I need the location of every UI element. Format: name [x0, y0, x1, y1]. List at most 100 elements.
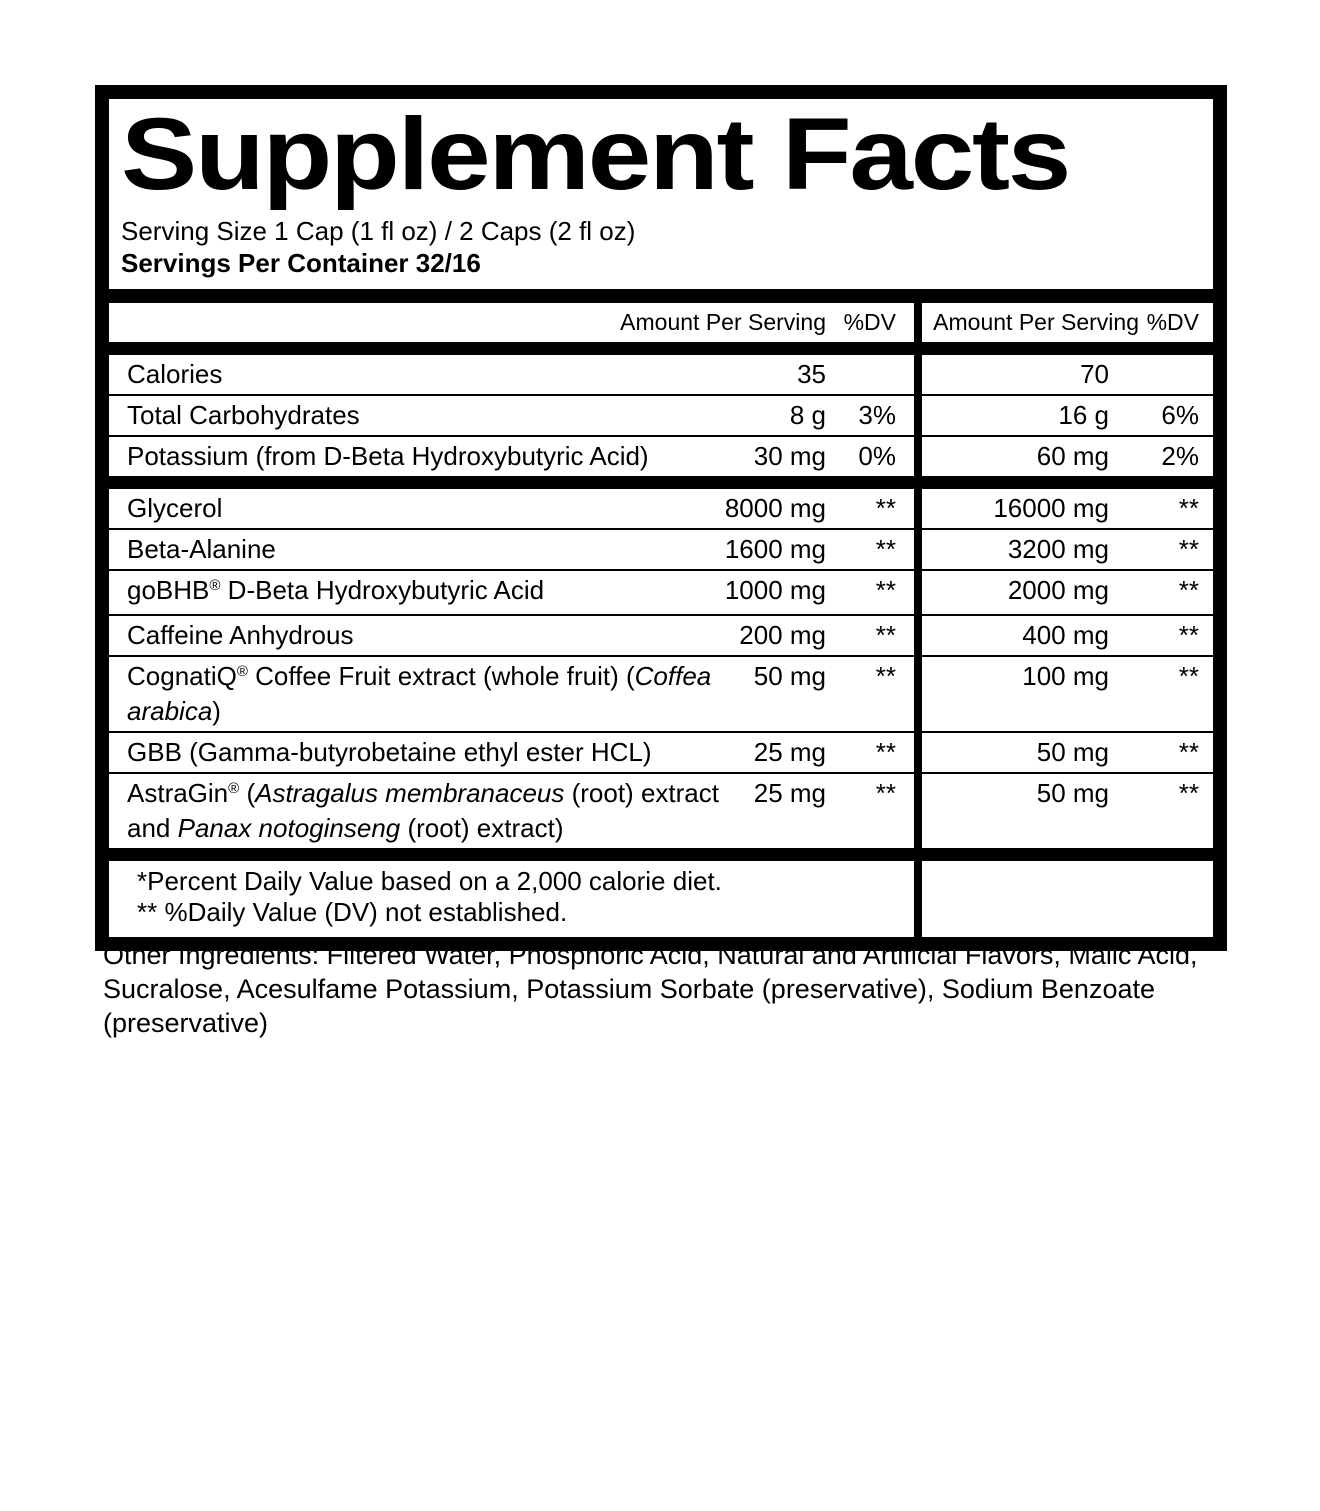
- footnote-empty-cell: [922, 860, 1213, 937]
- table-row: CognatiQ® Coffee Fruit extract (whole fr…: [109, 656, 1213, 731]
- ingredient-name-part: Total Carbohydrates: [127, 399, 360, 430]
- ingredient-name-part: ®: [209, 576, 221, 594]
- ingredient-name: goBHB® D-Beta Hydroxybutyric Acid: [127, 575, 725, 610]
- ingredient-name: Caffeine Anhydrous: [127, 620, 736, 651]
- ingredient-name-part: D-Beta Hydroxybutyric Acid: [220, 574, 545, 605]
- dv-value-serving1: **: [875, 492, 896, 523]
- ingredient-name-part: ®: [228, 779, 240, 797]
- row-cell-serving2: 400 mg **: [922, 615, 1213, 655]
- ingredient-name-part: ®: [236, 662, 248, 680]
- footnote-line-2: ** %Daily Value (DV) not established.: [137, 896, 568, 927]
- table-row: Potassium (from D-Beta Hydroxybutyric Ac…: [109, 436, 1213, 476]
- row-cell-serving1: AstraGin® (Astragalus membranaceus (root…: [109, 773, 914, 848]
- dv-value-serving1: **: [875, 736, 896, 767]
- column-header-amount-1: Amount Per Serving: [620, 308, 826, 335]
- dv-value-serving1: 0%: [858, 440, 896, 471]
- ingredient-name-part: (root): [564, 777, 634, 808]
- supplement-facts-label: Supplement Facts Serving Size 1 Cap (1 f…: [95, 85, 1227, 951]
- row-cell-serving1: Potassium (from D-Beta Hydroxybutyric Ac…: [109, 436, 914, 476]
- row-cell-serving2: 3200 mg **: [922, 529, 1213, 569]
- amount-value-serving1: 1000 mg: [724, 574, 826, 605]
- ingredient-name-part: goBHB: [127, 574, 210, 605]
- dv-value-serving1: **: [875, 660, 896, 691]
- amount-value-serving1: 35: [797, 358, 826, 389]
- dv-value-serving2: **: [1178, 736, 1199, 767]
- amount-value-serving1: 8000 mg: [724, 492, 826, 523]
- amount-value-serving1: 200 mg: [739, 619, 826, 650]
- ingredient-name: Beta-Alanine: [127, 534, 725, 565]
- dv-value-serving1: 3%: [858, 399, 896, 430]
- footnote: *Percent Daily Value based on a 2,000 ca…: [109, 860, 914, 937]
- table-row: GBB (Gamma-butyrobetaine ethyl ester HCL…: [109, 732, 1213, 772]
- ingredient-name-part: Calories: [127, 358, 223, 389]
- column-header-dv-2: %DV: [1146, 308, 1199, 335]
- amount-value-serving2: 100 mg: [1022, 660, 1109, 691]
- amount-value-serving1: 25 mg: [753, 777, 826, 808]
- row-cell-serving1: goBHB® D-Beta Hydroxybutyric Acid 1000 mg…: [109, 570, 914, 614]
- row-cell-serving1: Total Carbohydrates 8 g 3%: [109, 395, 914, 435]
- amount-value-serving2: 16000 mg: [993, 492, 1109, 523]
- facts-title: Supplement Facts: [121, 99, 1071, 211]
- row-cell-serving1: CognatiQ® Coffee Fruit extract (whole fr…: [109, 656, 914, 731]
- ingredient-name-part: (root) extract): [400, 812, 564, 843]
- dv-value-serving2: **: [1178, 777, 1199, 808]
- ingredient-name: AstraGin® (Astragalus membranaceus (root…: [127, 778, 736, 844]
- row-cell-serving2: 2000 mg **: [922, 570, 1213, 614]
- table-row: Glycerol 8000 mg ** 16000 mg **: [109, 488, 1213, 528]
- ingredient-name-part: (: [239, 777, 256, 808]
- amount-value-serving1: 8 g: [789, 399, 826, 430]
- table-row: Beta-Alanine 1600 mg ** 3200 mg **: [109, 529, 1213, 569]
- amount-value-serving2: 3200 mg: [1007, 533, 1109, 564]
- ingredient-name-part: Glycerol: [127, 492, 223, 523]
- row-cell-serving2: 60 mg 2%: [922, 436, 1213, 476]
- dv-value-serving1: **: [875, 777, 896, 808]
- ingredient-name: Glycerol: [127, 493, 725, 524]
- row-cell-serving2: 100 mg **: [922, 656, 1213, 731]
- servings-per-container: Servings Per Container 32/16: [121, 247, 481, 278]
- table-row: Total Carbohydrates 8 g 3% 16 g 6%: [109, 395, 1213, 435]
- ingredient-name: Potassium (from D-Beta Hydroxybutyric Ac…: [127, 441, 736, 472]
- ingredient-name: Total Carbohydrates: [127, 400, 736, 431]
- ingredient-name-part: Coffea arabica: [127, 660, 712, 726]
- row-cell-serving2: 50 mg **: [922, 732, 1213, 772]
- row-cell-serving1: Calories 35: [109, 354, 914, 394]
- amount-value-serving1: 30 mg: [753, 440, 826, 471]
- amount-value-serving2: 50 mg: [1036, 736, 1109, 767]
- amount-value-serving2: 16 g: [1058, 399, 1109, 430]
- dv-value-serving2: **: [1178, 574, 1199, 605]
- column-header-cell-serving1: Amount Per Serving %DV: [109, 302, 914, 342]
- dv-value-serving1: **: [875, 574, 896, 605]
- dv-value-serving2: **: [1178, 619, 1199, 650]
- amount-value-serving2: 400 mg: [1022, 619, 1109, 650]
- row-cell-serving2: 16000 mg **: [922, 488, 1213, 528]
- dv-value-serving2: 6%: [1161, 399, 1199, 430]
- column-header-row: Amount Per Serving %DV Amount Per Servin…: [109, 302, 1213, 342]
- amount-value-serving1: 25 mg: [753, 736, 826, 767]
- serving-size: Serving Size 1 Cap (1 fl oz) / 2 Caps (2…: [121, 215, 636, 246]
- row-cell-serving1: Caffeine Anhydrous 200 mg **: [109, 615, 914, 655]
- dv-value-serving1: **: [875, 619, 896, 650]
- ingredient-name-part: CognatiQ: [127, 660, 237, 691]
- ingredient-name: Calories: [127, 359, 736, 390]
- table-row: goBHB® D-Beta Hydroxybutyric Acid 1000 mg…: [109, 570, 1213, 614]
- amount-value-serving1: 1600 mg: [724, 533, 826, 564]
- row-cell-serving2: 70: [922, 354, 1213, 394]
- amount-value-serving2: 60 mg: [1036, 440, 1109, 471]
- ingredient-name-part: ): [212, 695, 221, 726]
- footnote-line-1: *Percent Daily Value based on a 2,000 ca…: [137, 865, 722, 896]
- ingredient-name-part: Beta-Alanine: [127, 533, 276, 564]
- ingredient-name-part: Astragalus membranaceus: [255, 777, 565, 808]
- column-header-amount-2: Amount Per Serving: [933, 308, 1139, 335]
- footnote-row: *Percent Daily Value based on a 2,000 ca…: [109, 860, 1213, 937]
- facts-table: Calories 35 70 Total Carbohydrates 8 g 3% 16 g…: [109, 354, 1213, 848]
- row-cell-serving1: Glycerol 8000 mg **: [109, 488, 914, 528]
- amount-value-serving2: 50 mg: [1036, 777, 1109, 808]
- column-header-cell-serving2: Amount Per Serving %DV: [922, 302, 1213, 342]
- ingredient-name-part: Coffee Fruit extract (whole fruit) (: [247, 660, 635, 691]
- row-cell-serving2: 16 g 6%: [922, 395, 1213, 435]
- ingredient-name-part: GBB (Gamma-butyrobetaine ethyl ester HCL…: [127, 736, 652, 767]
- table-row: Calories 35 70: [109, 354, 1213, 394]
- ingredient-name: GBB (Gamma-butyrobetaine ethyl ester HCL…: [127, 737, 736, 768]
- dv-value-serving2: **: [1178, 492, 1199, 523]
- amount-value-serving2: 2000 mg: [1007, 574, 1109, 605]
